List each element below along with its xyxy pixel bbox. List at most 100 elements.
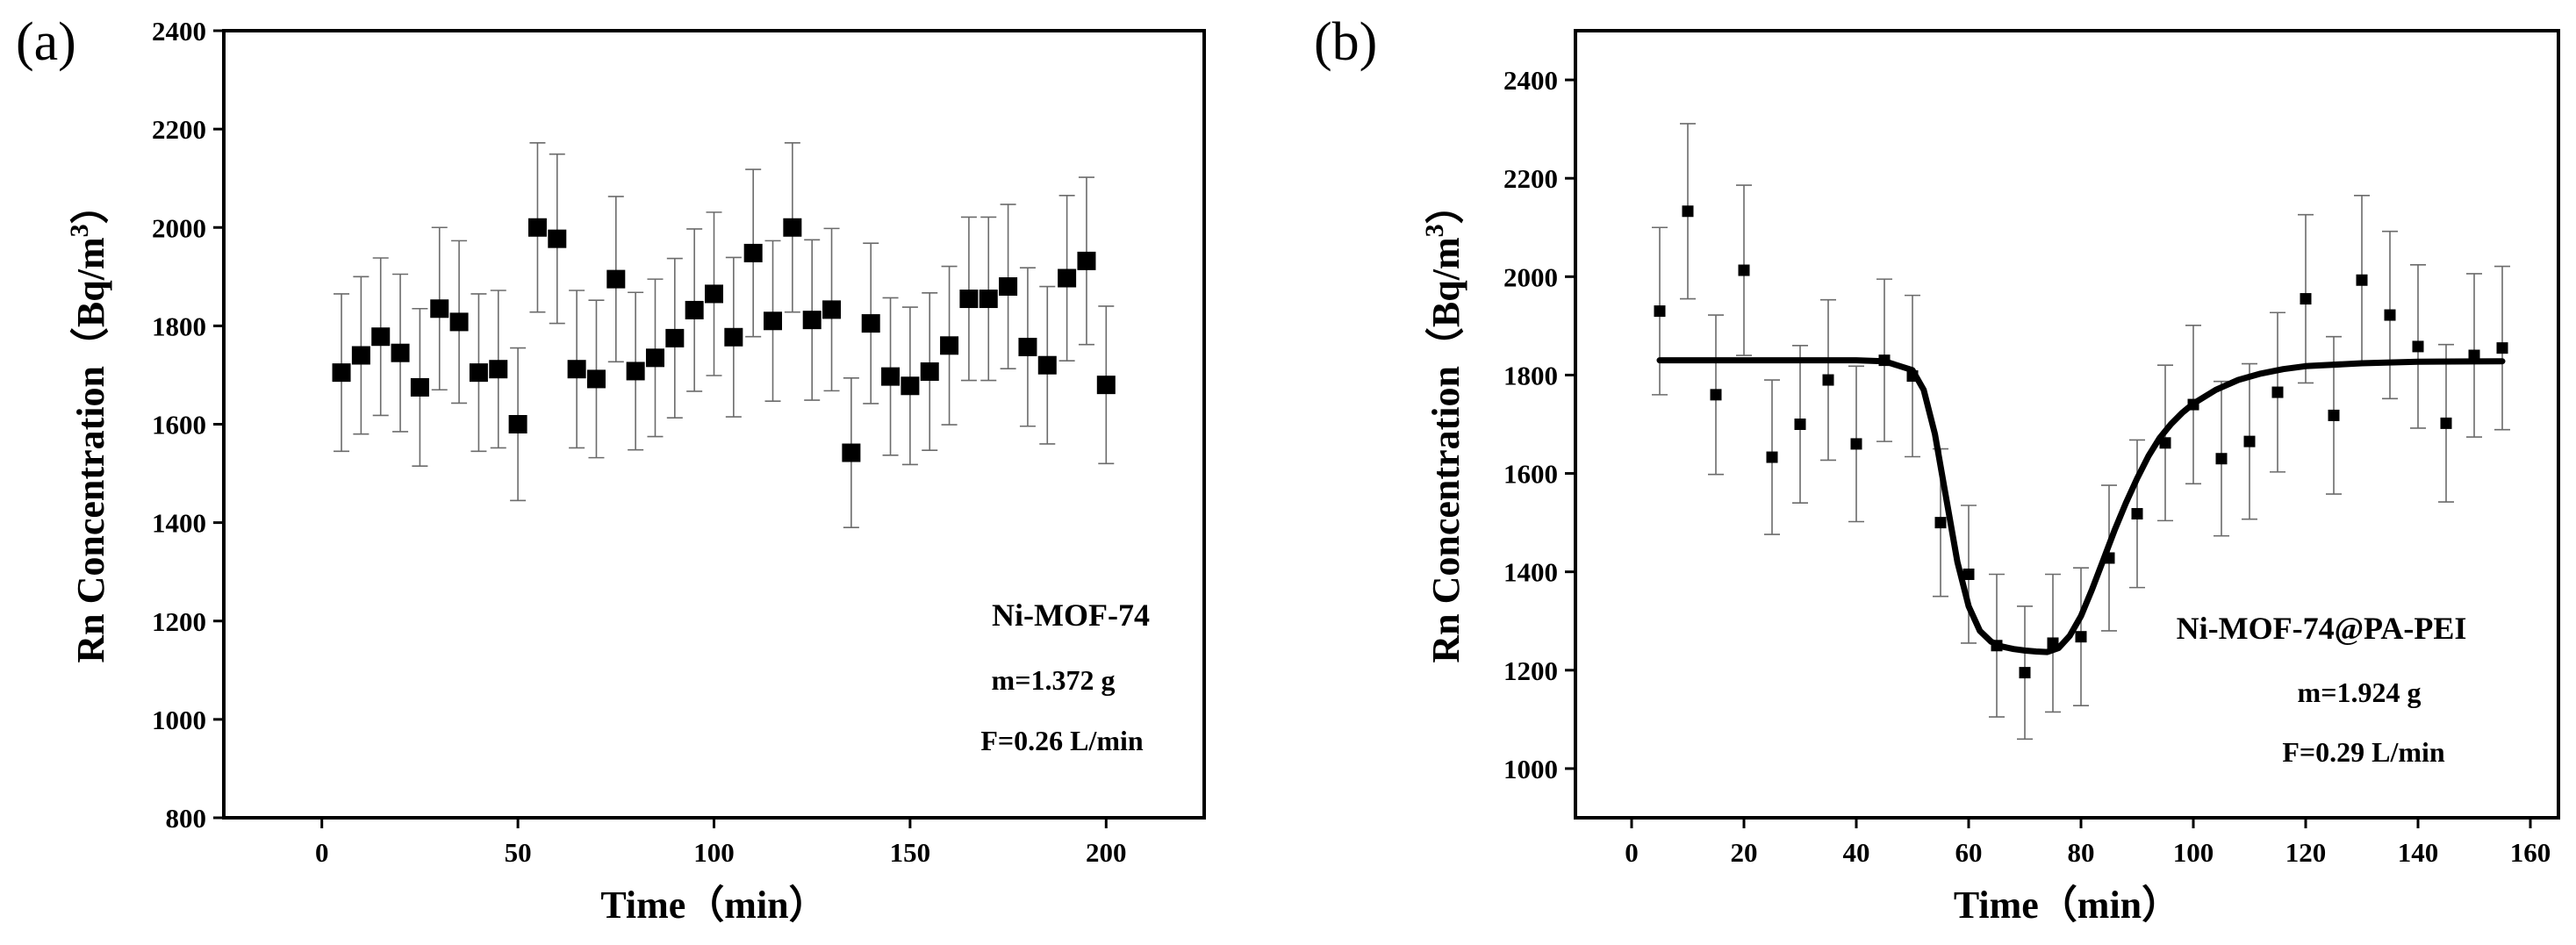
y-tick-label: 1200 — [152, 606, 206, 637]
x-tick-label: 100 — [2173, 837, 2214, 868]
data-point — [567, 360, 586, 379]
y-axis-title-end: ） — [69, 185, 112, 224]
data-point — [1018, 337, 1037, 356]
data-point — [371, 327, 391, 347]
data-point — [410, 377, 429, 397]
y-tick-label: 2000 — [152, 212, 206, 243]
data-point — [2243, 435, 2256, 447]
data-point — [1682, 205, 1694, 218]
data-point — [979, 290, 998, 309]
data-point — [449, 312, 469, 332]
data-point — [527, 218, 547, 237]
data-point — [2019, 667, 2031, 679]
y-tick-label: 2200 — [1503, 163, 1558, 194]
x-tick-label: 80 — [2068, 837, 2095, 868]
y-axis-title-end: ） — [1424, 185, 1467, 224]
y-tick-label: 1800 — [1503, 360, 1558, 390]
data-point — [842, 443, 861, 462]
y-tick-label: 2400 — [152, 16, 206, 47]
data-point — [999, 277, 1018, 297]
x-tick-label: 150 — [890, 837, 931, 868]
data-point — [2215, 453, 2228, 465]
data-point — [430, 299, 449, 319]
data-point — [2468, 349, 2480, 362]
y-tick-label: 2000 — [1503, 261, 1558, 292]
data-point — [802, 311, 822, 330]
data-point — [2271, 386, 2284, 398]
y-tick-label: 800 — [166, 803, 207, 834]
annotation: Ni-MOF-74 — [992, 598, 1150, 633]
data-point — [2440, 417, 2452, 429]
data-point — [332, 363, 351, 383]
data-point — [2496, 342, 2508, 354]
data-point — [920, 362, 939, 382]
data-point — [2384, 309, 2396, 321]
data-point — [1794, 419, 1806, 430]
data-point — [2131, 508, 2143, 520]
data-point — [2075, 631, 2087, 643]
data-point — [645, 348, 664, 368]
plot-frame — [222, 29, 1206, 820]
data-point — [489, 360, 508, 379]
data-point — [1096, 376, 1116, 395]
data-point — [351, 346, 370, 365]
annotation: F=0.26 L/min — [980, 725, 1144, 756]
data-point — [1962, 568, 1975, 580]
data-point — [1766, 451, 1778, 463]
y-axis-title: Rn Concentration（Bq/m3） — [65, 185, 112, 662]
y-tick-label: 1000 — [1503, 754, 1558, 784]
x-tick-label: 60 — [1955, 837, 1983, 868]
x-tick-label: 20 — [1731, 837, 1758, 868]
data-point — [2412, 340, 2424, 353]
y-axis-title-main: Rn Concentration（Bq/m — [1424, 237, 1467, 662]
panel-label: (a) — [16, 12, 76, 72]
data-point — [586, 369, 606, 389]
y-axis-title-sup: 3 — [65, 224, 94, 237]
data-point — [508, 415, 527, 433]
data-point — [1850, 438, 1862, 450]
data-point — [1654, 305, 1666, 318]
y-axis-title-sup: 3 — [1420, 224, 1449, 237]
y-tick-label: 1800 — [152, 311, 206, 341]
annotation: Ni-MOF-74@PA-PEI — [2177, 611, 2467, 646]
y-axis-title: Rn Concentration（Bq/m3） — [1420, 185, 1467, 662]
data-point — [743, 243, 763, 262]
data-point — [665, 328, 685, 347]
x-tick-label: 140 — [2398, 837, 2439, 868]
annotation: m=1.372 g — [992, 664, 1116, 696]
data-point — [2356, 274, 2368, 286]
data-point — [1738, 264, 1750, 276]
y-tick-label: 1400 — [152, 508, 206, 539]
panel-a: (a) 0 50 100 150 200 800 1000 1200 1400 1600 1800 20… — [16, 12, 1206, 927]
data-point — [1822, 374, 1834, 386]
data-point — [626, 362, 645, 381]
x-tick-label: 50 — [505, 837, 532, 868]
y-tick-label: 2200 — [152, 114, 206, 145]
y-tick-label: 1600 — [1503, 459, 1558, 490]
plot-frame — [1574, 29, 2560, 820]
y-tick-label: 1000 — [152, 705, 206, 735]
data-point — [548, 229, 567, 248]
data-point — [822, 300, 842, 319]
x-tick-label: 160 — [2510, 837, 2551, 868]
fit-curve — [1656, 357, 2506, 655]
data-point — [959, 290, 979, 309]
x-tick-label: 200 — [1086, 837, 1127, 868]
data-point — [1037, 355, 1057, 375]
data-point — [861, 314, 880, 333]
data-point — [724, 327, 743, 347]
x-tick-label: 40 — [1843, 837, 1870, 868]
y-tick-label: 1400 — [1503, 557, 1558, 588]
y-tick-label: 2400 — [1503, 65, 1558, 96]
x-tick-label: 0 — [315, 837, 329, 868]
x-axis-title: Time（min） — [1954, 884, 2180, 927]
y-tick-label: 1200 — [1503, 655, 1558, 686]
data-point — [2300, 293, 2312, 305]
data-point — [1077, 251, 1096, 270]
data-point — [2159, 437, 2171, 449]
panel-b: (b) 0 20 40 60 80 100 120 140 160 1000 1200 1400 1600… — [1314, 12, 2560, 927]
data-point — [2328, 409, 2340, 421]
panel-label: (b) — [1314, 12, 1377, 72]
x-tick-label: 100 — [693, 837, 735, 868]
